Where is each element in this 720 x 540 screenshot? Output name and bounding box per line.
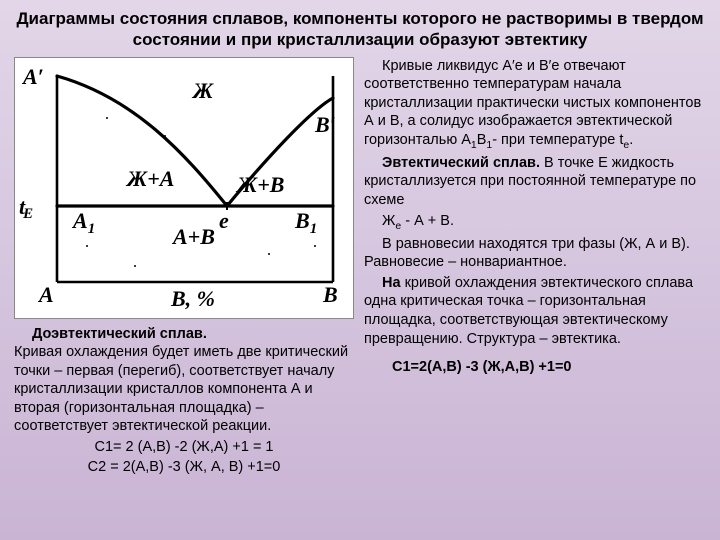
label-a: А	[37, 282, 54, 307]
label-zh-b: Ж+В	[235, 172, 284, 197]
formula-c1: С1= 2 (А,В) -2 (Ж,А) +1 = 1	[14, 438, 354, 457]
right-p1: Кривые ликвидус А′е и В′е отвечают соотв…	[364, 57, 706, 152]
page-title: Диаграммы состояния сплавов, компоненты …	[14, 8, 706, 51]
formula-c2: С2 = 2(А,В) -3 (Ж, А, В) +1=0	[14, 458, 354, 477]
right-p2: Эвтектический сплав. В точке Е жидкость …	[364, 154, 706, 210]
label-b: В	[322, 282, 338, 307]
label-te: tE	[19, 194, 33, 222]
label-zh-a: Ж+А	[125, 166, 174, 191]
label-e: e	[219, 208, 229, 233]
label-a-b: А+В	[171, 224, 215, 249]
left-paragraph: Доэвтектический сплав. Кривая охлаждения…	[14, 325, 354, 436]
right-p3: Же - А + В.	[364, 212, 706, 233]
right-formula: С1=2(А,В) -3 (Ж,А,В) +1=0	[364, 358, 706, 377]
label-xaxis: В, %	[170, 286, 215, 311]
phase-diagram: A′ B′ Ж Ж+А Ж+В А+В А1 e В1 tE А В В, %	[14, 57, 354, 319]
right-p5: На кривой охлаждения эвтектического спла…	[364, 274, 706, 348]
label-a1: А1	[71, 208, 95, 237]
right-p4: В равновесии находятся три фазы (Ж, А и …	[364, 235, 706, 272]
label-b1: В1	[294, 208, 317, 237]
label-a-prime: A′	[21, 64, 44, 89]
label-zh: Ж	[191, 78, 214, 103]
label-b-prime: B′	[314, 112, 336, 137]
